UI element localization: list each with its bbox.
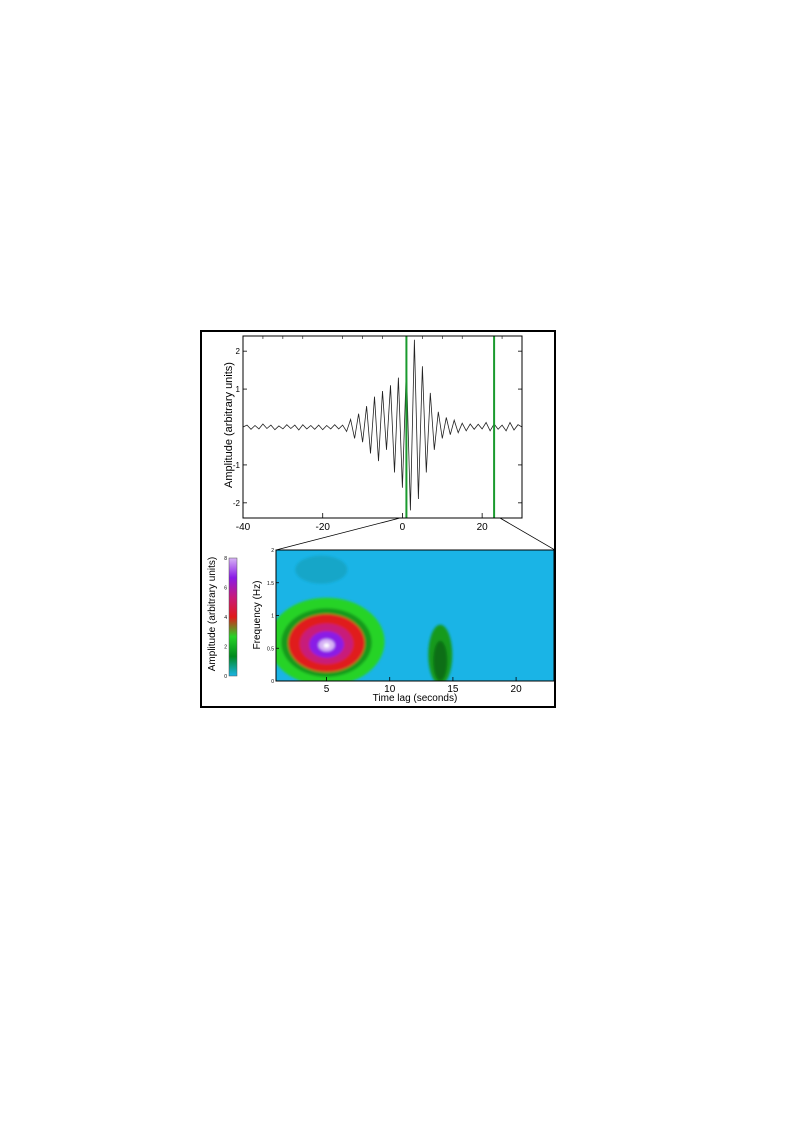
waveform-markers — [405, 336, 496, 518]
figure-svg: -2-112 -40 -20 0 20 Amplitude (arbitrary un… — [207, 335, 556, 704]
waveform-y-axis-label: Amplitude (arbitrary units) — [223, 362, 235, 488]
heatmap-y-tick-label: 0 — [271, 679, 274, 685]
colorbar-label: Amplitude (arbitrary units) — [207, 557, 218, 671]
heatmap-y-axis-label: Frequency (Hz) — [252, 581, 263, 650]
colorbar-tick-label: 2 — [224, 645, 227, 651]
heatmap-y-tick-label: 2 — [271, 548, 274, 554]
waveform-y-tick-label: -1 — [233, 461, 241, 470]
heatmap-peak-secondary-core — [433, 640, 448, 681]
waveform-plot-frame — [242, 335, 523, 519]
heatmap-peak-contour — [323, 643, 330, 648]
colorbar-tick-label: 0 — [224, 674, 227, 680]
waveform-y-tick-label: 2 — [236, 347, 241, 356]
waveform-x-tick-label: 20 — [477, 522, 489, 533]
heatmap-x-axis-label: Time lag (seconds) — [373, 693, 458, 704]
heatmap-x-tick-label: 10 — [384, 684, 396, 695]
colorbar-tick-label: 6 — [224, 586, 227, 592]
waveform-y-tick-label: -2 — [233, 499, 241, 508]
heatmap-chart: 5 10 15 20 00.511.52 Time lag (seconds) Fre… — [207, 548, 555, 704]
figure-frame: -2 -1 1 2 -40 -20 0 20 Amplitude (arbitrary un… — [200, 330, 556, 708]
waveform-chart: -2 -1 1 2 -40 -20 0 20 Amplitude (arbitrary un… — [223, 335, 523, 533]
heatmap-x-tick-label: 20 — [511, 684, 523, 695]
heatmap-y-tick-label: 1.5 — [267, 581, 274, 587]
colorbar — [228, 557, 238, 677]
heatmap-y-tick-label: 1 — [271, 614, 274, 620]
waveform-y-ticks: -2 -1 1 2 — [233, 347, 522, 508]
heatmap-peaks — [276, 555, 453, 681]
zoom-connector-left — [275, 517, 401, 551]
waveform-y-tick-label: 1 — [236, 385, 241, 394]
waveform-x-tick-label: 0 — [400, 522, 406, 533]
waveform-x-tick-label: -40 — [236, 522, 251, 533]
waveform-series-line — [242, 339, 523, 511]
waveform-x-tick-label: -20 — [315, 522, 330, 533]
heatmap-peak-faint — [295, 555, 348, 584]
heatmap-y-ticks: 0 0.5 1 1.5 2 — [267, 548, 279, 685]
heatmap-x-tick-label: 15 — [447, 684, 459, 695]
colorbar-tick-label: 4 — [224, 615, 227, 621]
zoom-connector-right — [499, 517, 556, 551]
heatmap-y-tick-label: 0.5 — [267, 646, 274, 652]
colorbar-ticks: 0 2 4 6 8 — [224, 556, 227, 680]
colorbar-tick-label: 8 — [224, 556, 227, 562]
heatmap-x-tick-label: 5 — [324, 684, 330, 695]
heatmap-x-ticks: 5 10 15 20 — [324, 677, 522, 695]
